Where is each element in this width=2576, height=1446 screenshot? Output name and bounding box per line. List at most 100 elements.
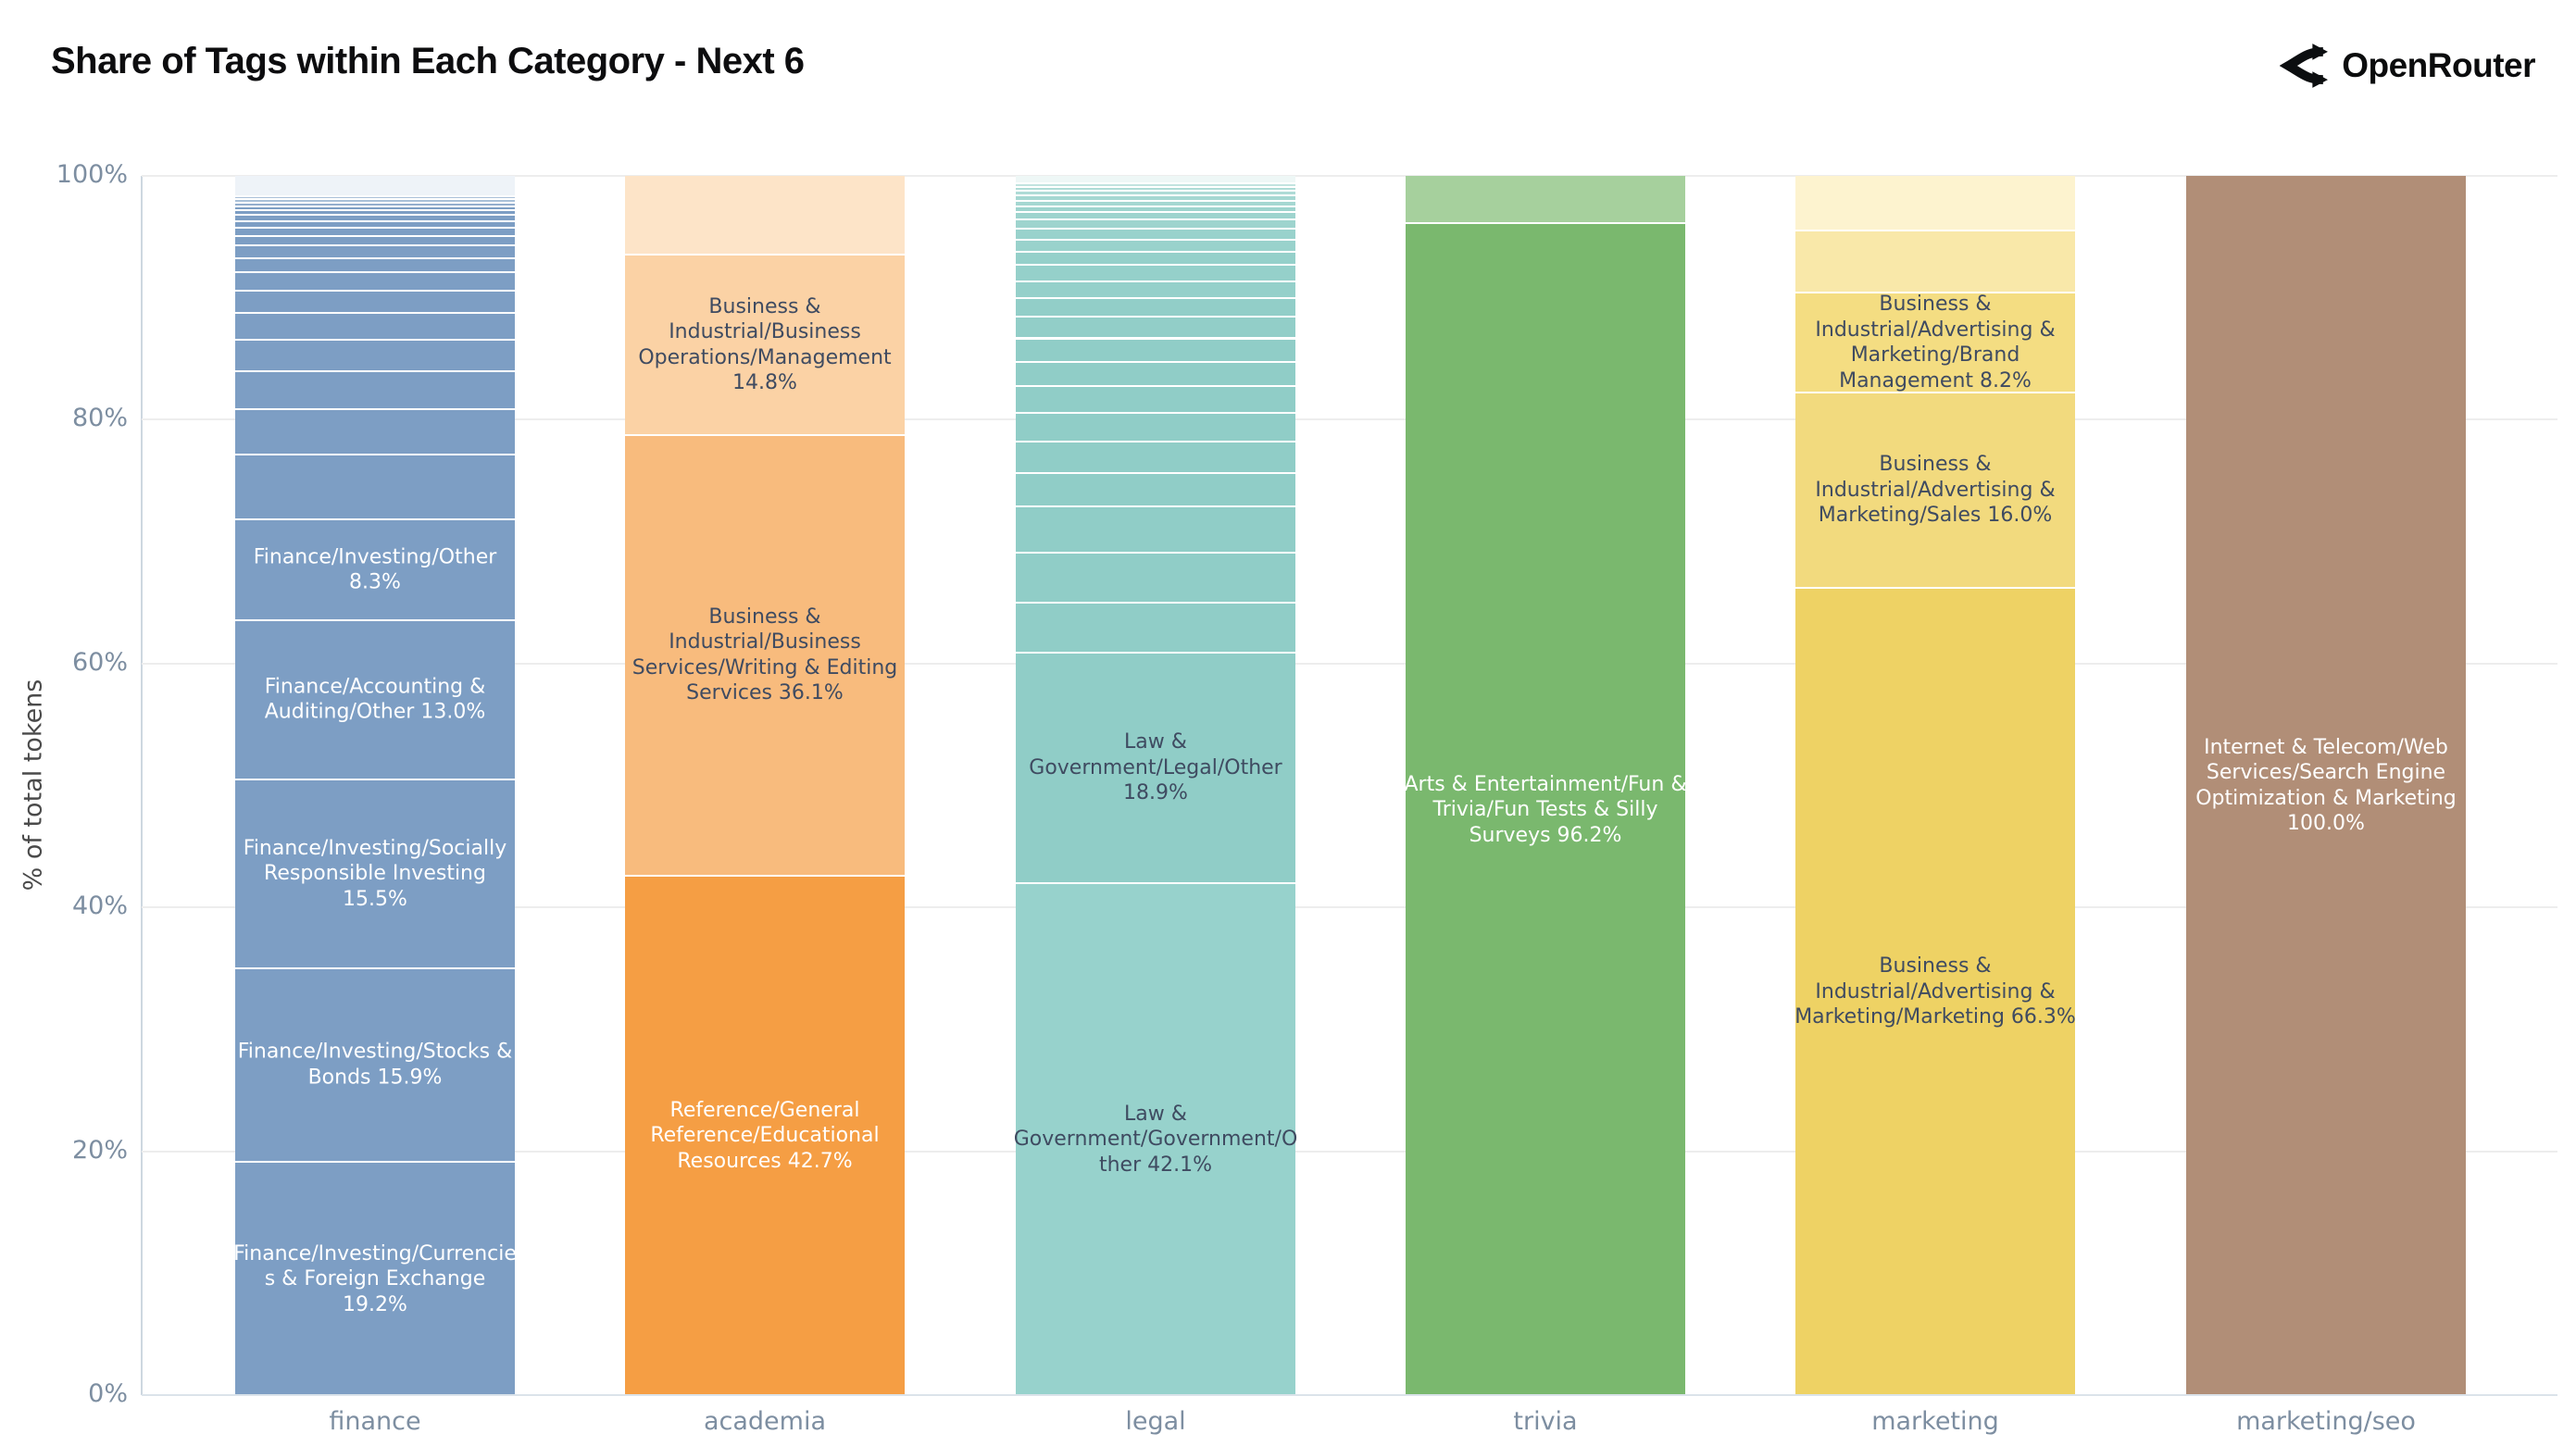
bar-segment[interactable] bbox=[235, 176, 515, 196]
bar-segment[interactable] bbox=[235, 271, 515, 291]
bar-segment[interactable]: Business & Industrial/Business Operation… bbox=[625, 254, 905, 435]
segment-label: Business & Industrial/Advertising & Mark… bbox=[1815, 453, 2056, 528]
bar-segment[interactable] bbox=[1016, 194, 1295, 200]
segment-label: Finance/Investing/Socially Responsible I… bbox=[243, 836, 507, 911]
bar-segment[interactable] bbox=[1016, 250, 1295, 265]
segment-label: Business & Industrial/Advertising & Mark… bbox=[1794, 954, 2076, 1029]
bar-segment[interactable] bbox=[1016, 337, 1295, 361]
segment-label: Reference/General Reference/Educational … bbox=[650, 1098, 880, 1173]
bar-marketing: Business & Industrial/Advertising & Mark… bbox=[1794, 176, 2076, 1395]
bar-segment[interactable]: Reference/General Reference/Educational … bbox=[625, 874, 905, 1395]
bar-segment[interactable] bbox=[235, 290, 515, 312]
chart-title: Share of Tags within Each Category - Nex… bbox=[51, 41, 805, 81]
segment-label: Finance/Investing/Other 8.3% bbox=[253, 545, 497, 594]
bar-segment[interactable] bbox=[1016, 315, 1295, 338]
bar-segment[interactable] bbox=[1016, 176, 1295, 182]
bar-segment[interactable]: Business & Industrial/Advertising & Mark… bbox=[1795, 392, 2075, 587]
x-tick-label: marketing/seo bbox=[2236, 1407, 2416, 1436]
bar-segment[interactable]: Business & Industrial/Advertising & Mark… bbox=[1794, 586, 2076, 1395]
bar-segment[interactable] bbox=[1406, 176, 1685, 223]
bar-segment[interactable] bbox=[235, 311, 515, 339]
segment-label: Business & Industrial/Business Services/… bbox=[631, 605, 898, 705]
bar-segment[interactable] bbox=[1016, 297, 1295, 316]
bar-segment[interactable] bbox=[235, 453, 515, 519]
bar-segment[interactable]: Finance/Investing/Other 8.3% bbox=[235, 518, 515, 620]
bar-segment[interactable] bbox=[1016, 551, 1295, 602]
bar-trivia: Arts & Entertainment/Fun & Trivia/Fun Te… bbox=[1405, 176, 1686, 1395]
bar-segment[interactable] bbox=[235, 407, 515, 454]
bar-segment[interactable]: Finance/Accounting & Auditing/Other 13.0… bbox=[235, 619, 515, 779]
bar-segment[interactable]: Business & Industrial/Business Services/… bbox=[625, 434, 905, 875]
plot-area: Finance/Investing/Other 8.3% Finance/Acco… bbox=[142, 175, 2557, 1396]
bar-segment[interactable] bbox=[235, 220, 515, 228]
bar-segment[interactable]: Finance/Investing/Currencies & Foreign E… bbox=[233, 1161, 517, 1395]
y-tick-label: 0% bbox=[88, 1379, 128, 1408]
bar-segment[interactable] bbox=[1016, 205, 1295, 212]
segment-label: Finance/Investing/Currencies & Foreign E… bbox=[233, 1241, 517, 1316]
bar-segment[interactable] bbox=[235, 209, 515, 215]
segment-label: Law & Government/Legal/Other 18.9% bbox=[1029, 729, 1282, 804]
bar-segment[interactable]: Law & Government/Government/Other 42.1% bbox=[1014, 881, 1297, 1395]
bar-segment[interactable]: Business & Industrial/Advertising & Mark… bbox=[1795, 292, 2075, 393]
y-axis-line bbox=[141, 176, 143, 1395]
bar-segment[interactable] bbox=[235, 227, 515, 235]
bar-segment[interactable]: Internet & Telecom/Web Services/Search E… bbox=[2186, 176, 2466, 1395]
x-tick-label: legal bbox=[1125, 1407, 1186, 1436]
y-tick-label: 40% bbox=[71, 891, 128, 921]
bar-segment[interactable] bbox=[1016, 211, 1295, 219]
bar-segment[interactable] bbox=[1016, 199, 1295, 206]
segment-label: Finance/Accounting & Auditing/Other 13.0… bbox=[264, 675, 486, 724]
x-tick-label: trivia bbox=[1513, 1407, 1578, 1436]
bar-segment[interactable] bbox=[1016, 185, 1295, 191]
x-tick-label: marketing bbox=[1871, 1407, 1999, 1436]
gridline bbox=[142, 175, 2557, 177]
bar-segment[interactable] bbox=[1016, 181, 1295, 186]
bar-academia: Business & Industrial/Business Operation… bbox=[625, 176, 905, 1395]
bar-segment[interactable] bbox=[235, 214, 515, 221]
bar-segment[interactable] bbox=[1016, 472, 1295, 505]
bar-segment[interactable] bbox=[625, 176, 905, 255]
bar-segment[interactable] bbox=[1016, 218, 1295, 228]
bar-segment[interactable] bbox=[1016, 190, 1295, 195]
gridline bbox=[142, 418, 2557, 421]
gridline bbox=[142, 1150, 2557, 1153]
bar-segment[interactable] bbox=[235, 234, 515, 245]
bar-segment[interactable] bbox=[1016, 440, 1295, 473]
x-tick-label: academia bbox=[703, 1407, 827, 1436]
segment-label: Business & Industrial/Advertising & Mark… bbox=[1815, 293, 2056, 393]
bar-segment[interactable] bbox=[1016, 227, 1295, 239]
segment-label: Internet & Telecom/Web Services/Search E… bbox=[2195, 735, 2457, 836]
bar-segment[interactable] bbox=[235, 370, 515, 408]
bar-segment[interactable] bbox=[235, 205, 515, 210]
bar-segment[interactable] bbox=[1016, 238, 1295, 251]
bar-segment[interactable] bbox=[1016, 360, 1295, 385]
segment-label: Arts & Entertainment/Fun & Trivia/Fun Te… bbox=[1404, 772, 1687, 847]
bar-segment[interactable] bbox=[235, 338, 515, 371]
bar-segment[interactable] bbox=[1016, 601, 1295, 652]
bar-segment[interactable] bbox=[235, 201, 515, 206]
openrouter-logo: OpenRouter bbox=[2280, 39, 2535, 93]
bar-segment[interactable] bbox=[1016, 280, 1295, 298]
bar-segment[interactable]: Finance/Investing/Stocks & Bonds 15.9% bbox=[235, 966, 515, 1162]
bar-segment[interactable] bbox=[1016, 264, 1295, 280]
gridline bbox=[142, 906, 2557, 909]
bar-segment[interactable] bbox=[235, 195, 515, 199]
bar-segment[interactable] bbox=[1795, 229, 2075, 293]
bar-segment[interactable] bbox=[1795, 176, 2075, 230]
bar-segment[interactable]: Law & Government/Legal/Other 18.9% bbox=[1016, 651, 1295, 882]
bar-segment[interactable] bbox=[1016, 505, 1295, 552]
y-axis-title: % of total tokens bbox=[19, 679, 48, 891]
bar-segment[interactable] bbox=[235, 256, 515, 272]
bar-segment[interactable]: Finance/Investing/Socially Responsible I… bbox=[235, 778, 515, 967]
y-tick-label: 60% bbox=[71, 647, 128, 677]
bar-marketing-seo: Internet & Telecom/Web Services/Search E… bbox=[2186, 176, 2466, 1395]
x-axis-baseline bbox=[142, 1394, 2557, 1396]
x-tick-label: finance bbox=[329, 1407, 421, 1436]
bar-segment[interactable]: Arts & Entertainment/Fun & Trivia/Fun Te… bbox=[1405, 222, 1686, 1395]
bar-segment[interactable] bbox=[235, 198, 515, 202]
bar-segment[interactable] bbox=[1016, 411, 1295, 441]
openrouter-wordmark: OpenRouter bbox=[2342, 46, 2535, 84]
bar-segment[interactable] bbox=[1016, 384, 1295, 412]
bar-segment[interactable] bbox=[235, 244, 515, 257]
